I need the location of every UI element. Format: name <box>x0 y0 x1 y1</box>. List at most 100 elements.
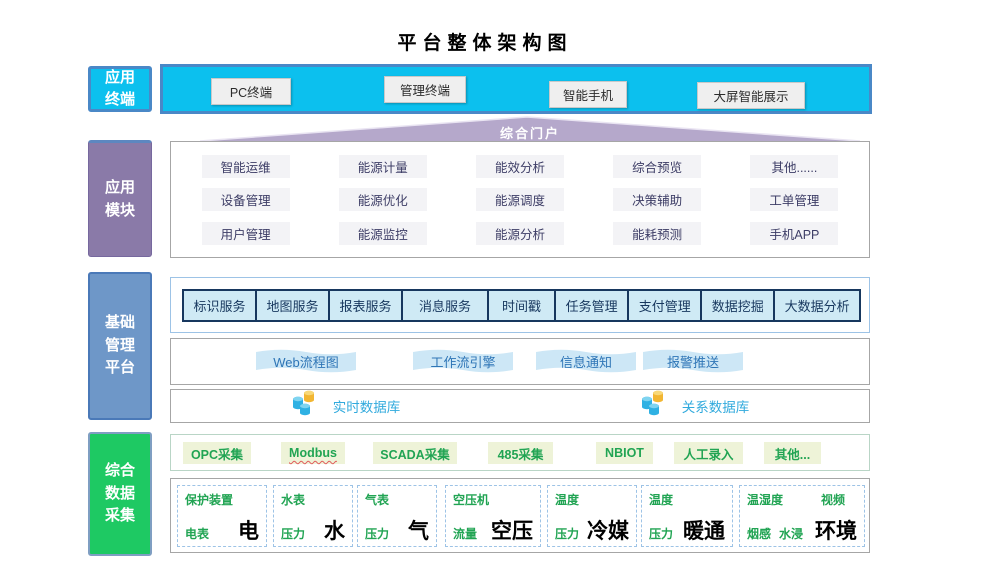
module-item: 工单管理 <box>750 188 839 211</box>
protocol-item: 人工录入 <box>674 442 743 464</box>
protocol-item: SCADA采集 <box>373 442 457 464</box>
device-group-water: 水表 压力 水 <box>273 485 353 547</box>
portal-banner: 综合门户 <box>200 114 860 141</box>
collection-devices-panel: 保护装置 电表 电 水表 压力 水 气表 压力 气 <box>170 478 870 553</box>
category-label: 水 <box>324 520 345 544</box>
sensor-row: 保护装置 <box>185 491 259 508</box>
terminal-node-smartphone: 智能手机 <box>549 81 627 108</box>
middleware-ribbon: Web流程图 <box>256 347 356 375</box>
layer-label-text: 基础管理平台 <box>104 314 135 377</box>
category-label: 电 <box>238 520 259 544</box>
platform-services-panel: 标识服务 地图服务 报表服务 消息服务 时间戳 任务管理 支付管理 数据挖掘 大… <box>170 277 870 333</box>
terminal-band: PC终端 管理终端 智能手机 大屏智能展示 <box>160 64 872 114</box>
layer-label-base-platform: 基础管理平台 <box>88 272 152 420</box>
sensor-label: 流量 <box>453 527 478 541</box>
sensor-label: 温度 <box>555 493 580 507</box>
module-item: 设备管理 <box>201 188 290 211</box>
sensor-row: 气表 <box>365 491 429 508</box>
service-cell: 数据挖掘 <box>700 289 776 322</box>
platform-database-panel: 实时数据库 关系数据库 <box>170 389 870 423</box>
category-label: 环境 <box>815 520 857 544</box>
terminal-node-bigscreen: 大屏智能展示 <box>697 82 805 109</box>
database-label: 实时数据库 <box>332 400 401 415</box>
service-cell: 消息服务 <box>401 289 489 322</box>
service-cell: 时间戳 <box>486 289 557 322</box>
module-item: 能耗预测 <box>613 221 702 245</box>
sensor-row: 水表 <box>281 491 345 508</box>
layer-label-data-collection: 综合数据采集 <box>88 432 152 556</box>
sensor-label: 水表 <box>281 493 306 507</box>
services-bar: 标识服务 地图服务 报表服务 消息服务 时间戳 任务管理 支付管理 数据挖掘 大… <box>182 289 862 322</box>
module-item: 决策辅助 <box>613 188 702 211</box>
category-label: 冷媒 <box>587 520 629 544</box>
portal-triangle-shape <box>200 116 860 141</box>
protocol-item: Modbus <box>281 442 345 464</box>
sensor-row: 流量 空压 <box>453 520 533 544</box>
module-item: 能源监控 <box>338 221 427 245</box>
device-group-environment: 温湿度 视频 烟感 水浸 环境 <box>739 485 865 547</box>
terminal-node-pc: PC终端 <box>211 78 291 105</box>
sensor-label: 压力 <box>281 527 306 541</box>
sensor-row: 空压机 <box>453 491 533 508</box>
service-cell: 标识服务 <box>182 289 258 322</box>
service-cell: 支付管理 <box>627 289 703 322</box>
terminal-node-management: 管理终端 <box>384 76 466 103</box>
sensor-row: 温度 <box>649 491 725 508</box>
collection-protocols-panel: OPC采集 Modbus SCADA采集 485采集 NBIOT 人工录入 其他… <box>170 434 870 471</box>
module-item: 用户管理 <box>201 221 290 245</box>
platform-middleware-panel: Web流程图 工作流引擎 信息通知 报警推送 <box>170 338 870 385</box>
sensor-label: 电表 <box>185 527 210 541</box>
database-group: 关系数据库 <box>520 390 869 422</box>
sensor-row: 压力 气 <box>365 520 429 544</box>
sensor-label: 保护装置 <box>185 493 234 507</box>
middleware-ribbon: 工作流引擎 <box>413 347 513 375</box>
category-label: 气 <box>408 520 429 544</box>
module-item: 手机APP <box>750 221 839 245</box>
protocol-item: NBIOT <box>596 442 653 464</box>
device-group-air-compression: 空压机 流量 空压 <box>445 485 541 547</box>
layer-label-text: 综合数据采集 <box>104 462 135 525</box>
sensor-row: 烟感 水浸 环境 <box>747 520 857 544</box>
device-group-gas: 气表 压力 气 <box>357 485 437 547</box>
protocol-item: 485采集 <box>488 442 553 464</box>
layer-label-application-terminal: 应用终端 <box>88 66 152 112</box>
service-cell: 大数据分析 <box>773 289 862 322</box>
application-modules-panel: 智能运维 能源计量 能效分析 综合预览 其他...... 设备管理 能源优化 能… <box>170 141 870 258</box>
module-item: 能效分析 <box>475 154 564 178</box>
portal-label: 综合门户 <box>499 126 560 141</box>
database-icon <box>641 390 663 416</box>
sensor-label: 水浸 <box>779 527 804 541</box>
sensor-label: 温湿度 <box>747 493 784 507</box>
page-title: 平台整体架构图 <box>397 33 573 54</box>
sensor-label: 温度 <box>649 493 674 507</box>
middleware-ribbon: 信息通知 <box>536 347 636 375</box>
module-item: 能源计量 <box>338 154 427 178</box>
module-item: 能源分析 <box>475 221 564 245</box>
sensor-row: 压力 水 <box>281 520 345 544</box>
service-cell: 报表服务 <box>328 289 404 322</box>
module-item: 其他...... <box>750 154 839 178</box>
middleware-ribbon: 报警推送 <box>643 347 743 375</box>
sensor-row: 温度 <box>555 491 629 508</box>
sensor-label: 压力 <box>555 527 580 541</box>
service-cell: 任务管理 <box>554 289 630 322</box>
database-label: 关系数据库 <box>681 400 750 415</box>
database-icon <box>292 390 314 416</box>
service-cell: 地图服务 <box>255 289 331 322</box>
protocol-item: OPC采集 <box>183 442 251 464</box>
layer-label-application-modules: 应用模块 <box>88 140 152 257</box>
sensor-label: 压力 <box>649 527 674 541</box>
device-group-hvac: 温度 压力 暖通 <box>641 485 733 547</box>
sensor-row: 压力 暖通 <box>649 521 725 542</box>
device-group-electricity: 保护装置 电表 电 <box>177 485 267 547</box>
protocol-item: 其他... <box>764 442 821 464</box>
database-group: 实时数据库 <box>171 390 520 422</box>
sensor-row: 压力 冷媒 <box>555 520 629 544</box>
sensor-label: 压力 <box>365 527 390 541</box>
sensor-row: 温湿度 视频 <box>747 491 857 508</box>
module-item: 智能运维 <box>201 154 290 178</box>
category-label: 空压 <box>491 520 533 544</box>
module-item: 能源优化 <box>338 188 427 211</box>
sensor-label: 空压机 <box>453 493 490 507</box>
